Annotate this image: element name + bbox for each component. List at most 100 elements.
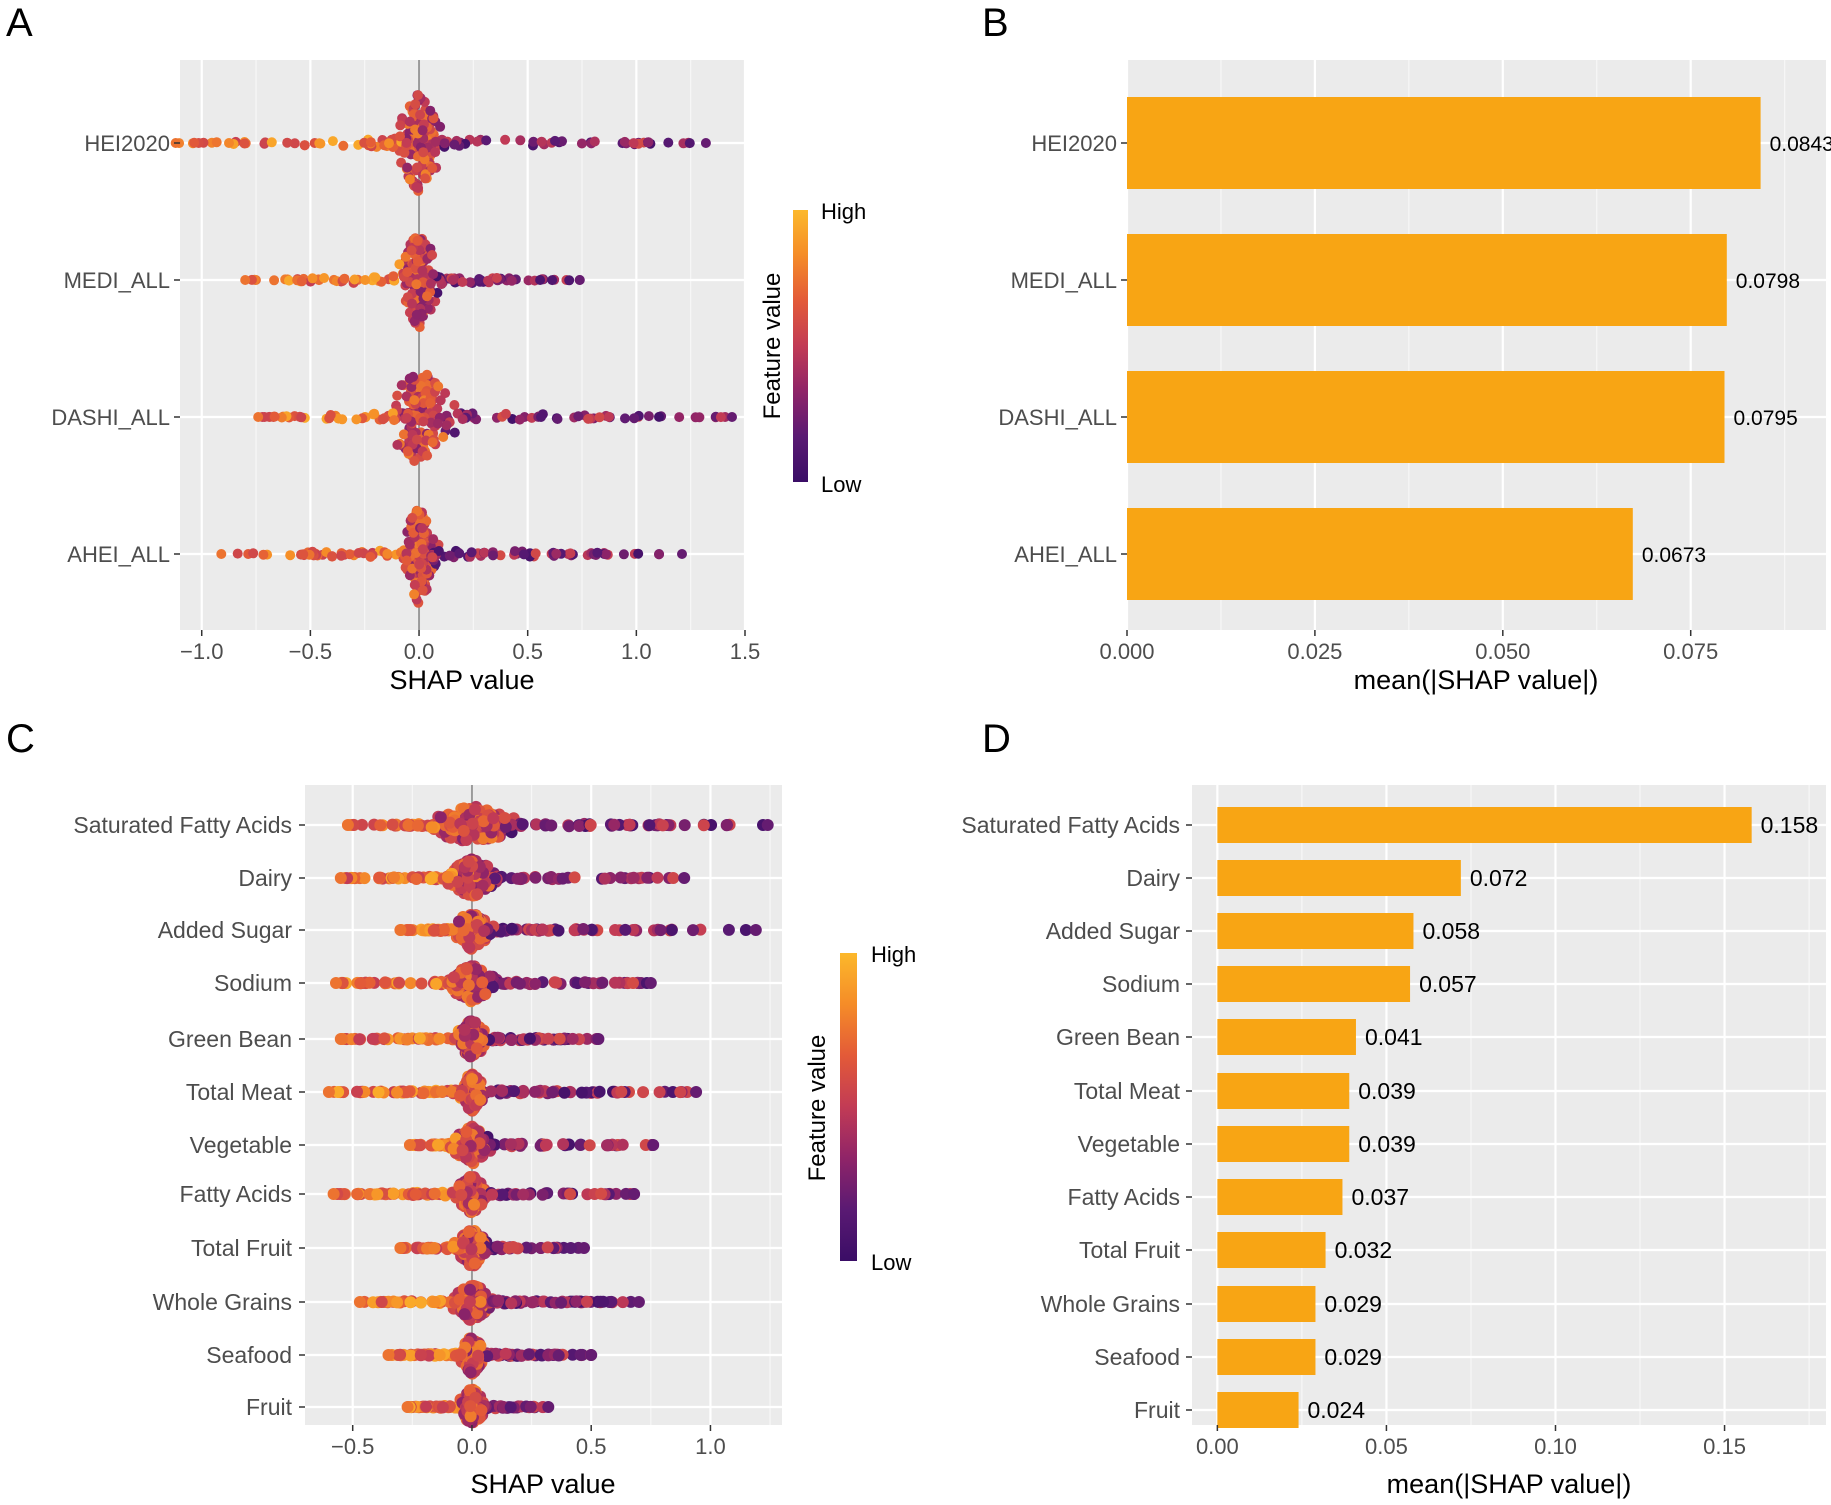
- shap-point: [496, 1188, 509, 1201]
- shap-point: [470, 1042, 483, 1055]
- shap-point: [472, 136, 483, 147]
- shap-point: [296, 276, 307, 287]
- shap-point: [550, 976, 563, 989]
- shap-point: [453, 1293, 466, 1306]
- shap-point: [654, 549, 664, 560]
- bar-value-label: 0.0673: [1642, 544, 1706, 567]
- shap-point: [424, 873, 437, 885]
- shap-point: [454, 548, 465, 559]
- shap-point: [488, 550, 498, 561]
- shap-point: [428, 1242, 441, 1254]
- shap-point: [410, 873, 423, 885]
- shap-point: [643, 819, 656, 832]
- shap-point: [564, 275, 575, 286]
- shap-point: [391, 1296, 404, 1309]
- beeswarm-green-bean: [334, 1015, 605, 1063]
- panel-a-background: [180, 60, 745, 630]
- shap-point: [530, 818, 543, 831]
- shap-point: [596, 976, 609, 989]
- shap-point: [425, 398, 436, 408]
- shap-point: [437, 923, 450, 936]
- shap-point: [604, 411, 614, 422]
- y-tick-label-whole-grains: Whole Grains: [1041, 1291, 1180, 1317]
- shap-point: [415, 109, 426, 120]
- y-tick-label-fatty-acids: Fatty Acids: [180, 1181, 292, 1207]
- shap-point: [667, 872, 680, 884]
- shap-point: [440, 388, 451, 399]
- shap-point: [609, 976, 621, 989]
- y-tick-label-fatty-acids: Fatty Acids: [1068, 1184, 1180, 1210]
- shap-point: [269, 275, 280, 286]
- shap-point: [579, 976, 591, 989]
- shap-point: [401, 1033, 414, 1046]
- shap-point: [595, 1187, 608, 1200]
- shap-point: [464, 1410, 477, 1423]
- beeswarm-whole-grains: [353, 1279, 645, 1326]
- shap-point: [474, 1231, 487, 1244]
- shap-point: [415, 1348, 427, 1361]
- shap-point: [504, 1401, 517, 1414]
- shap-point: [620, 413, 630, 424]
- shap-point: [436, 1401, 449, 1414]
- shap-point: [546, 1086, 559, 1099]
- shap-point: [410, 99, 421, 110]
- shap-point: [457, 414, 468, 425]
- shap-point: [568, 871, 581, 884]
- shap-point-extreme: [401, 1401, 414, 1413]
- panel-a-axes: −1.0 −0.5 0.0 0.5 1.0 1.5 HEI2020 MEDI_ALL DASHI…: [51, 131, 760, 664]
- panel-b-bar-chart: 0.0843 0.0798 0.0795 0.0673 0.000 0.025 0.050…: [998, 60, 1831, 695]
- shap-point: [456, 1144, 469, 1157]
- shap-point: [654, 411, 664, 422]
- y-tick-label-saturated-fatty-acids: Saturated Fatty Acids: [73, 812, 292, 838]
- shap-point: [515, 135, 526, 146]
- shap-point: [427, 163, 438, 174]
- shap-point-extreme: [341, 819, 354, 831]
- shap-point: [451, 875, 464, 888]
- shap-point: [468, 1257, 481, 1270]
- panel-letter-b: B: [982, 1, 1009, 45]
- shap-point: [428, 113, 439, 124]
- shap-point-extreme: [628, 1188, 641, 1200]
- shap-point: [232, 548, 243, 559]
- shap-point: [389, 415, 400, 426]
- y-tick-label-seafood: Seafood: [1094, 1344, 1180, 1370]
- panel-c-axes: −0.5 0.0 0.5 1.0 Saturated Fatty Acids Dairy A…: [73, 812, 725, 1459]
- shap-point: [371, 1188, 384, 1201]
- shap-point: [513, 977, 526, 990]
- shap-point: [358, 872, 371, 885]
- bar-value-label: 0.024: [1308, 1397, 1366, 1423]
- shap-point: [412, 162, 423, 173]
- shap-point: [409, 579, 420, 590]
- shap-point: [401, 391, 412, 402]
- shap-point: [314, 138, 325, 149]
- shap-point: [415, 977, 428, 990]
- shap-point: [353, 548, 364, 558]
- shap-point: [564, 1188, 577, 1201]
- legend-c-title: Feature value: [804, 1035, 831, 1182]
- shap-point: [468, 1198, 480, 1211]
- shap-point: [481, 135, 492, 146]
- shap-point: [536, 412, 546, 422]
- shap-point-extreme: [382, 1349, 395, 1361]
- shap-point: [470, 963, 483, 976]
- shap-point: [492, 1294, 505, 1307]
- shap-point: [471, 888, 484, 901]
- shap-point: [455, 1189, 468, 1201]
- y-tick-label-dashi-all: DASHI_ALL: [51, 405, 170, 430]
- shap-point: [351, 1188, 364, 1200]
- shap-point-extreme: [394, 1242, 407, 1254]
- bar-total-meat: [1217, 1073, 1350, 1109]
- shap-point: [498, 812, 511, 824]
- shap-point: [248, 548, 259, 559]
- shap-point: [409, 395, 420, 406]
- panel-d-axes: 0.00 0.05 0.10 0.15 Saturated Fatty Acids Dai…: [961, 812, 1746, 1459]
- beeswarm-fruit: [401, 1383, 555, 1429]
- bar-value-label: 0.057: [1419, 971, 1477, 997]
- shap-point: [449, 427, 460, 438]
- shap-point: [618, 549, 629, 560]
- y-tick-label-hei2020: HEI2020: [84, 131, 170, 156]
- shap-point: [511, 872, 524, 885]
- shap-point: [556, 872, 569, 885]
- shap-point: [438, 432, 449, 442]
- shap-point: [486, 981, 499, 994]
